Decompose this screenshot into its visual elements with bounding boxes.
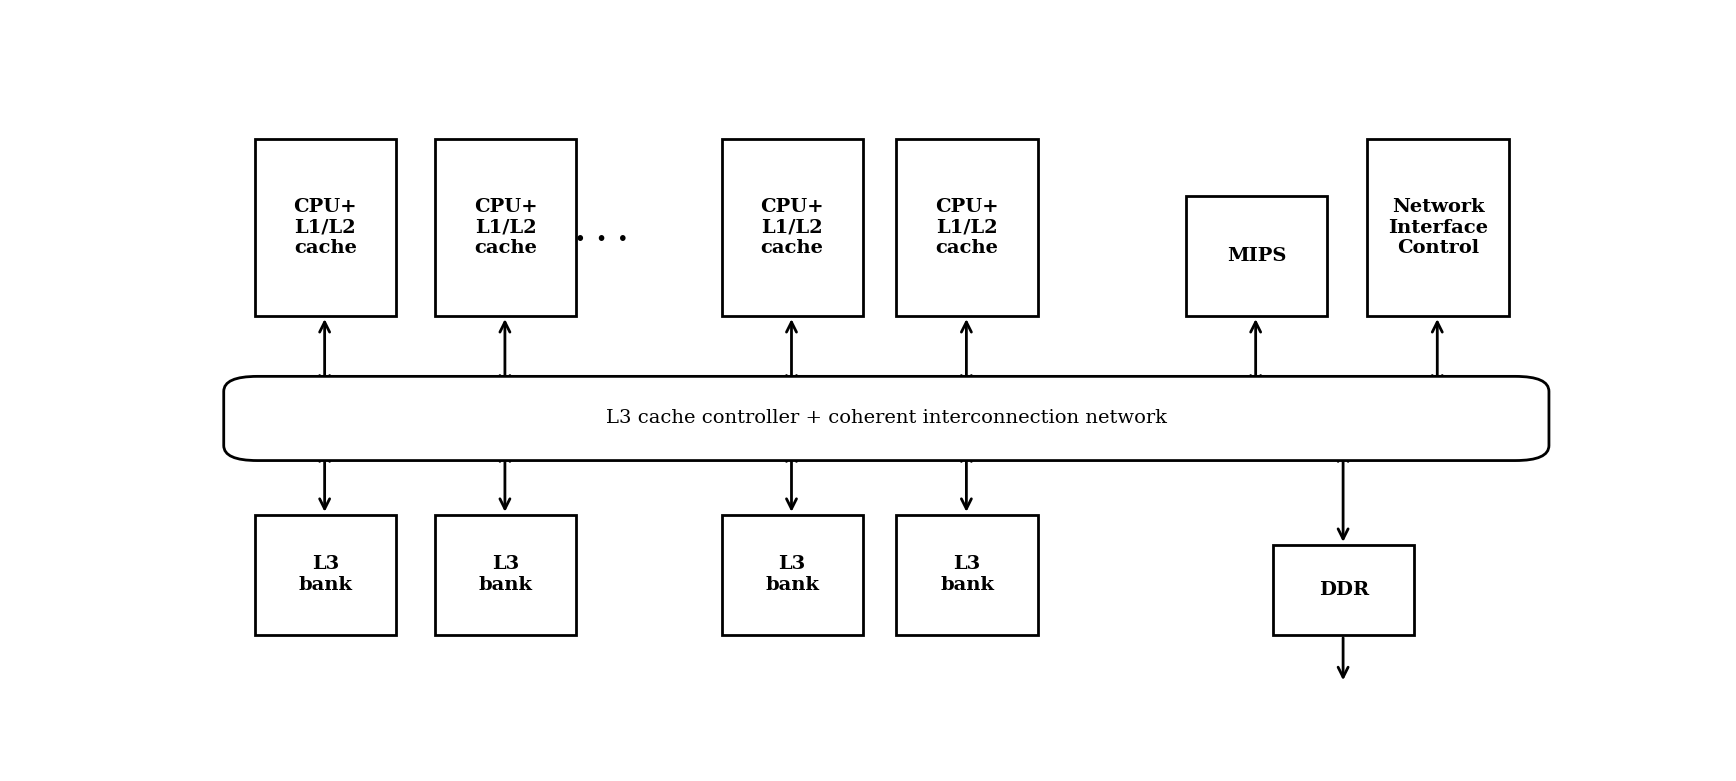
Text: CPU+
L1/L2
cache: CPU+ L1/L2 cache — [293, 198, 358, 257]
FancyBboxPatch shape — [224, 376, 1549, 461]
Text: Network
Interface
Control: Network Interface Control — [1389, 198, 1488, 257]
Text: L3
bank: L3 bank — [479, 555, 533, 594]
Text: L3
bank: L3 bank — [299, 555, 352, 594]
FancyBboxPatch shape — [436, 139, 576, 316]
FancyBboxPatch shape — [436, 515, 576, 635]
Text: L3
bank: L3 bank — [941, 555, 995, 594]
FancyBboxPatch shape — [1368, 139, 1509, 316]
FancyBboxPatch shape — [255, 139, 396, 316]
FancyBboxPatch shape — [722, 139, 863, 316]
Text: CPU+
L1/L2
cache: CPU+ L1/L2 cache — [936, 198, 998, 257]
FancyBboxPatch shape — [896, 139, 1038, 316]
Text: L3 cache controller + coherent interconnection network: L3 cache controller + coherent interconn… — [606, 409, 1167, 427]
FancyBboxPatch shape — [1272, 545, 1415, 635]
Text: CPU+
L1/L2
cache: CPU+ L1/L2 cache — [474, 198, 538, 257]
Text: CPU+
L1/L2
cache: CPU+ L1/L2 cache — [760, 198, 825, 257]
FancyBboxPatch shape — [1186, 196, 1326, 316]
Text: . . .: . . . — [575, 216, 628, 248]
Text: L3
bank: L3 bank — [766, 555, 819, 594]
Text: DDR: DDR — [1319, 581, 1368, 599]
FancyBboxPatch shape — [896, 515, 1038, 635]
FancyBboxPatch shape — [722, 515, 863, 635]
FancyBboxPatch shape — [255, 515, 396, 635]
Text: MIPS: MIPS — [1227, 247, 1286, 265]
